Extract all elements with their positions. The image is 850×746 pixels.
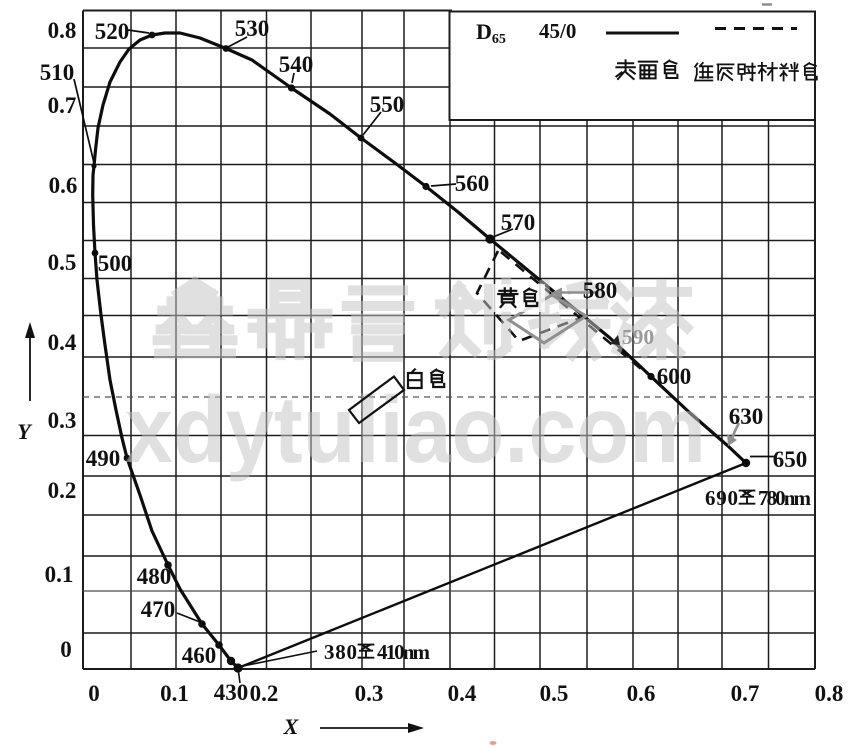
svg-text:0: 0 [60,637,72,662]
svg-text:630: 630 [729,404,764,429]
svg-text:470: 470 [141,597,176,622]
svg-text:460: 460 [182,643,217,668]
svg-text:0.5: 0.5 [540,681,569,706]
svg-text:480: 480 [137,564,172,589]
svg-text:580: 580 [583,278,618,303]
svg-text:380: 380 [324,640,357,664]
svg-text:X: X [283,714,300,739]
svg-text:0.3: 0.3 [355,681,384,706]
svg-text:xdytuliao.com: xdytuliao.com [125,377,706,483]
svg-text:780nm: 780nm [758,486,812,510]
svg-text:0.1: 0.1 [160,681,189,706]
svg-text:0.4: 0.4 [448,681,477,706]
svg-text:0.6: 0.6 [627,681,656,706]
svg-text:0: 0 [88,681,100,706]
svg-text:0.3: 0.3 [48,408,77,433]
svg-text:560: 560 [455,171,490,196]
svg-text:530: 530 [235,16,270,41]
svg-text:0.2: 0.2 [48,478,77,503]
svg-text:410nm: 410nm [377,640,431,664]
svg-text:650: 650 [773,447,808,472]
svg-text:45/0: 45/0 [539,19,576,43]
svg-text:0.4: 0.4 [48,330,77,355]
svg-text:0.8: 0.8 [815,681,844,706]
svg-text:500: 500 [98,251,133,276]
svg-text:600: 600 [657,364,692,389]
svg-text:510: 510 [40,60,75,85]
svg-text:490: 490 [86,446,121,471]
svg-text:Y: Y [17,419,33,444]
svg-text:550: 550 [370,92,405,117]
svg-text:570: 570 [501,210,536,235]
svg-text:0.5: 0.5 [48,250,77,275]
svg-text:0.2: 0.2 [250,681,279,706]
svg-text:430: 430 [214,680,249,705]
svg-text:0.6: 0.6 [49,173,78,198]
svg-text:0.7: 0.7 [48,93,77,118]
svg-text:0.1: 0.1 [45,562,74,587]
svg-text:0.7: 0.7 [731,681,760,706]
svg-text:0.8: 0.8 [48,18,77,43]
svg-text:690: 690 [705,486,738,510]
svg-text:520: 520 [95,19,130,44]
svg-text:590: 590 [622,325,654,349]
svg-text:540: 540 [279,52,314,77]
